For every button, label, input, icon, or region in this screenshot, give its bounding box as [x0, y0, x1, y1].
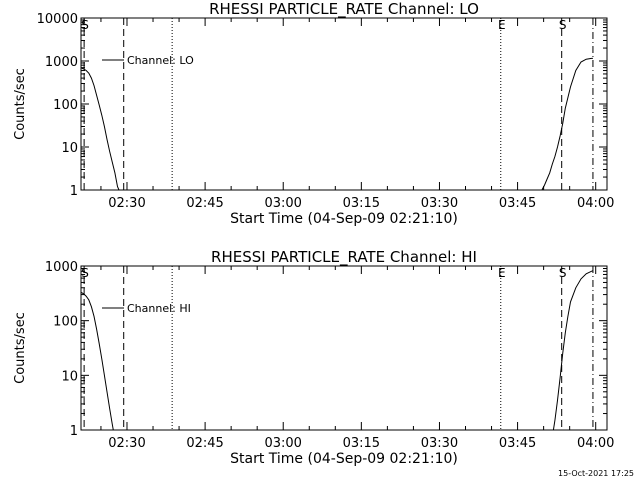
plot-frame: [80, 265, 608, 431]
marker-label: E: [498, 18, 506, 32]
chart-title: RHESSI PARTICLE_RATE Channel: HI: [211, 248, 477, 267]
y-tick-label: 10000: [37, 12, 78, 27]
y-tick-label: 100: [53, 315, 78, 330]
x-tick-label: 02:30: [108, 436, 145, 451]
x-tick-label: 02:30: [108, 196, 145, 211]
x-tick-label: 03:30: [421, 196, 458, 211]
x-axis-label: Start Time (04-Sep-09 02:21:10): [230, 451, 458, 467]
x-tick-label: 02:45: [186, 196, 223, 211]
x-tick-label: 02:45: [186, 436, 223, 451]
x-tick-label: 03:00: [264, 436, 301, 451]
series-line: [541, 57, 593, 191]
x-tick-label: 03:30: [421, 436, 458, 451]
x-tick-label: 04:00: [577, 436, 614, 451]
chart-title: RHESSI PARTICLE_RATE Channel: LO: [209, 0, 479, 19]
y-axis-label: Counts/sec: [13, 312, 28, 384]
y-tick-label: 100: [53, 98, 78, 113]
x-tick-label: 04:00: [577, 196, 614, 211]
legend-label: Channel: HI: [127, 302, 191, 315]
y-tick-label: 10: [61, 141, 78, 156]
x-tick-label: 03:45: [499, 196, 536, 211]
x-tick-label: 03:00: [264, 196, 301, 211]
marker-label: S: [559, 266, 567, 280]
x-tick-label: 03:45: [499, 436, 536, 451]
plot-frame: [80, 17, 608, 191]
x-tick-label: 03:15: [343, 196, 380, 211]
marker-label: E: [498, 266, 506, 280]
series-line: [80, 67, 120, 191]
y-tick-label: 10: [61, 369, 78, 384]
series-line: [80, 291, 114, 431]
y-tick-label: 1000: [45, 55, 78, 70]
y-tick-label: 1000: [45, 260, 78, 275]
series-line: [552, 270, 594, 431]
y-tick-label: 1: [70, 424, 78, 439]
footer-timestamp: 15-Oct-2021 17:25: [558, 469, 634, 478]
y-tick-label: 1: [70, 184, 78, 199]
marker-label: S: [81, 18, 89, 32]
x-axis-label: Start Time (04-Sep-09 02:21:10): [230, 211, 458, 227]
legend-label: Channel: LO: [127, 54, 194, 67]
marker-label: S: [559, 18, 567, 32]
y-axis-label: Counts/sec: [13, 68, 28, 140]
marker-label: S: [81, 266, 89, 280]
x-tick-label: 03:15: [343, 436, 380, 451]
